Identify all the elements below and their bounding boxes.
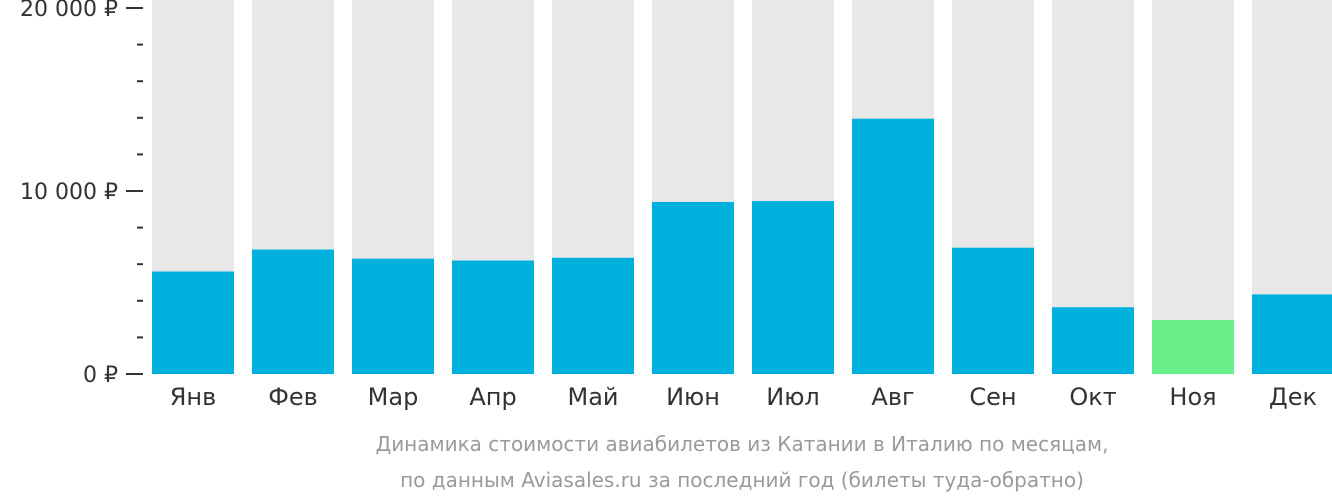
- chart-caption-line-1: Динамика стоимости авиабилетов из Катани…: [375, 432, 1109, 456]
- bar: [852, 118, 934, 374]
- bar: [652, 201, 734, 374]
- bar: [152, 271, 234, 374]
- bar: [1252, 294, 1332, 374]
- bar: [452, 260, 534, 374]
- bar-background: [1152, 0, 1234, 374]
- bar: [752, 201, 834, 374]
- bar: [1052, 307, 1134, 374]
- x-tick-label: Мар: [368, 383, 419, 411]
- x-tick-label: Авг: [871, 383, 914, 411]
- x-tick-label: Июл: [766, 383, 820, 411]
- x-tick-label: Май: [567, 383, 618, 411]
- x-tick-label: Сен: [969, 383, 1016, 411]
- x-tick-label: Окт: [1069, 383, 1116, 411]
- x-tick-label: Апр: [469, 383, 516, 411]
- bar: [952, 247, 1034, 374]
- y-tick-label: 10 000 ₽: [20, 180, 118, 205]
- y-tick-label: 0 ₽: [83, 363, 118, 388]
- x-tick-label: Фев: [268, 383, 318, 411]
- y-tick-label: 20 000 ₽: [20, 0, 118, 22]
- bar: [1152, 320, 1234, 374]
- bar: [252, 249, 334, 374]
- x-tick-label: Янв: [170, 383, 217, 411]
- bar: [352, 258, 434, 374]
- x-tick-label: Июн: [666, 383, 720, 411]
- x-tick-label: Дек: [1269, 383, 1317, 411]
- x-tick-label: Ноя: [1169, 383, 1216, 411]
- bar: [552, 257, 634, 374]
- chart-caption-line-2: по данным Aviasales.ru за последний год …: [400, 468, 1084, 492]
